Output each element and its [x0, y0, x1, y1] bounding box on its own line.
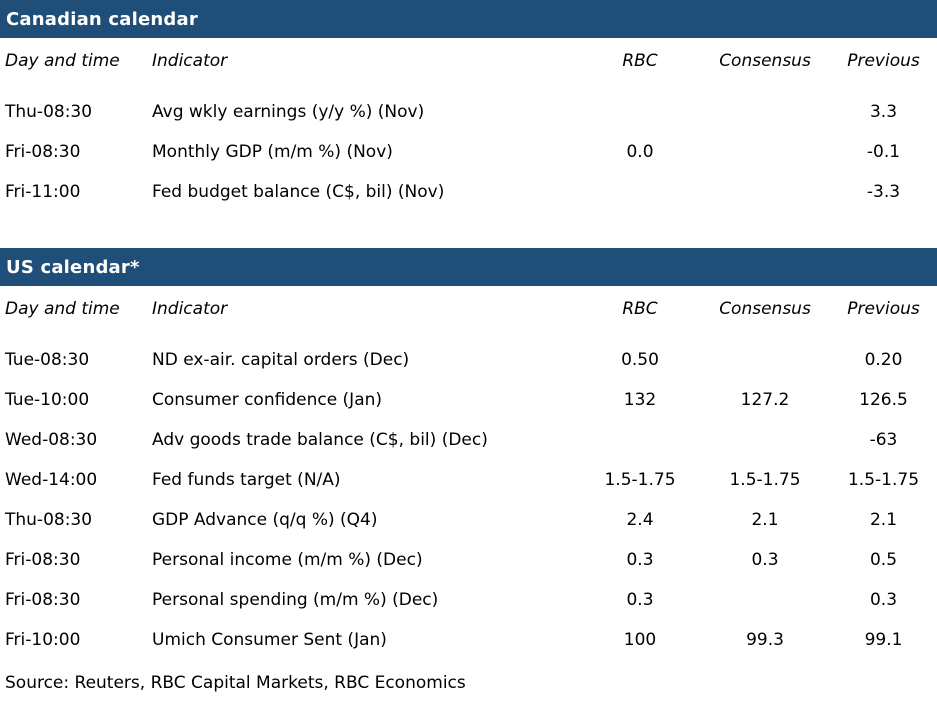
cell-rbc: [580, 172, 700, 212]
col-header-consensus: Consensus: [719, 51, 811, 71]
cell-rbc: 0.3: [626, 590, 654, 610]
cell-day-time: Wed-08:30: [5, 430, 98, 450]
canadian-section-header-bar: Canadian calendar: [0, 0, 937, 38]
cell-day-time: Tue-08:30: [5, 350, 90, 370]
cell-day-time: Fri-10:00: [5, 630, 81, 650]
us-calendar-section: US calendar* Day and time Indicator RBC …: [0, 248, 937, 660]
cell-consensus: 2.1: [751, 510, 779, 530]
cell-previous: 99.1: [864, 630, 903, 650]
cell-consensus: [700, 332, 830, 380]
col-header-day-time: Day and time: [5, 51, 120, 71]
cell-previous: 1.5-1.75: [847, 470, 920, 490]
cell-day-time: Fri-11:00: [5, 182, 81, 202]
cell-day-time: Fri-08:30: [5, 590, 81, 610]
cell-indicator: Adv goods trade balance (C$, bil) (Dec): [152, 430, 488, 450]
table-row: Thu-08:30 GDP Advance (q/q %) (Q4) 2.4 2…: [0, 500, 937, 540]
cell-consensus: [700, 172, 830, 212]
table-row: Fri-08:30 Personal income (m/m %) (Dec) …: [0, 540, 937, 580]
cell-indicator: ND ex-air. capital orders (Dec): [152, 350, 410, 370]
canadian-section-title: Canadian calendar: [6, 8, 198, 30]
cell-previous: 0.20: [864, 350, 903, 370]
table-row: Fri-10:00 Umich Consumer Sent (Jan) 100 …: [0, 620, 937, 660]
col-header-indicator: Indicator: [152, 51, 228, 71]
cell-rbc: [580, 84, 700, 132]
cell-previous: -3.3: [866, 182, 901, 202]
column-header-row: Day and time Indicator RBC Consensus Pre…: [0, 38, 937, 84]
cell-indicator: Avg wkly earnings (y/y %) (Nov): [152, 102, 425, 122]
cell-indicator: Fed funds target (N/A): [152, 470, 341, 490]
col-header-previous: Previous: [847, 51, 920, 71]
col-header-day-time: Day and time: [5, 299, 120, 319]
table-row: Wed-14:00 Fed funds target (N/A) 1.5-1.7…: [0, 460, 937, 500]
canadian-calendar-section: Canadian calendar Day and time Indicator…: [0, 0, 937, 212]
us-section-title: US calendar*: [6, 256, 140, 278]
col-header-consensus: Consensus: [719, 299, 811, 319]
cell-day-time: Wed-14:00: [5, 470, 98, 490]
cell-consensus: 99.3: [746, 630, 784, 650]
cell-rbc: 132: [623, 390, 657, 410]
cell-consensus: 127.2: [740, 390, 790, 410]
us-calendar-table: Day and time Indicator RBC Consensus Pre…: [0, 286, 937, 660]
cell-previous: 0.3: [869, 590, 898, 610]
table-row: Fri-08:30 Personal spending (m/m %) (Dec…: [0, 580, 937, 620]
cell-rbc: 2.4: [626, 510, 654, 530]
cell-consensus: [700, 420, 830, 460]
cell-consensus: [700, 132, 830, 172]
cell-indicator: Umich Consumer Sent (Jan): [152, 630, 387, 650]
cell-consensus: 0.3: [751, 550, 779, 570]
canadian-calendar-table: Day and time Indicator RBC Consensus Pre…: [0, 38, 937, 212]
cell-indicator: Fed budget balance (C$, bil) (Nov): [152, 182, 445, 202]
cell-indicator: Personal spending (m/m %) (Dec): [152, 590, 439, 610]
cell-day-time: Thu-08:30: [5, 510, 93, 530]
cell-indicator: Consumer confidence (Jan): [152, 390, 383, 410]
col-header-indicator: Indicator: [152, 299, 228, 319]
col-header-rbc: RBC: [622, 299, 658, 319]
cell-consensus: 1.5-1.75: [729, 470, 801, 490]
cell-day-time: Thu-08:30: [5, 102, 93, 122]
cell-previous: 126.5: [859, 390, 908, 410]
cell-day-time: Fri-08:30: [5, 550, 81, 570]
table-row: Fri-08:30 Monthly GDP (m/m %) (Nov) 0.0 …: [0, 132, 937, 172]
cell-rbc: 100: [623, 630, 657, 650]
cell-previous: 0.5: [869, 550, 898, 570]
cell-previous: -63: [869, 430, 898, 450]
cell-previous: -0.1: [866, 142, 901, 162]
cell-day-time: Fri-08:30: [5, 142, 81, 162]
cell-previous: 3.3: [869, 102, 898, 122]
col-header-rbc: RBC: [622, 51, 658, 71]
table-row: Fri-11:00 Fed budget balance (C$, bil) (…: [0, 172, 937, 212]
cell-indicator: Monthly GDP (m/m %) (Nov): [152, 142, 393, 162]
column-header-row: Day and time Indicator RBC Consensus Pre…: [0, 286, 937, 332]
cell-rbc: 0.0: [626, 142, 654, 162]
cell-rbc: 0.50: [621, 350, 659, 370]
cell-rbc: 0.3: [626, 550, 654, 570]
cell-day-time: Tue-10:00: [5, 390, 90, 410]
cell-consensus: [700, 84, 830, 132]
cell-indicator: Personal income (m/m %) (Dec): [152, 550, 423, 570]
us-section-header-bar: US calendar*: [0, 248, 937, 286]
cell-consensus: [700, 580, 830, 620]
table-row: Tue-10:00 Consumer confidence (Jan) 132 …: [0, 380, 937, 420]
cell-indicator: GDP Advance (q/q %) (Q4): [152, 510, 378, 530]
col-header-previous: Previous: [847, 299, 920, 319]
cell-rbc: 1.5-1.75: [604, 470, 676, 490]
cell-previous: 2.1: [869, 510, 898, 530]
source-note: Source: Reuters, RBC Capital Markets, RB…: [5, 673, 466, 693]
table-row: Tue-08:30 ND ex-air. capital orders (Dec…: [0, 332, 937, 380]
cell-rbc: [580, 420, 700, 460]
table-row: Wed-08:30 Adv goods trade balance (C$, b…: [0, 420, 937, 460]
table-row: Thu-08:30 Avg wkly earnings (y/y %) (Nov…: [0, 84, 937, 132]
